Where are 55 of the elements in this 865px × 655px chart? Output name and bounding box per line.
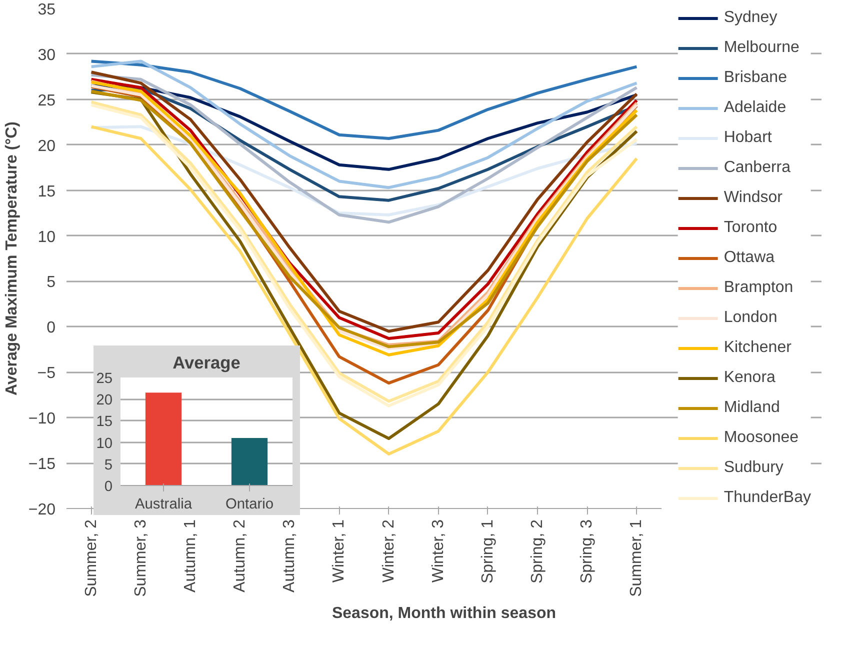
y-tick-label: 15: [96, 414, 113, 430]
legend-label: Midland: [724, 399, 780, 417]
x-tick-label: Spring, 3: [578, 519, 596, 584]
x-axis-title: Season, Month within season: [332, 604, 556, 622]
legend-label: London: [724, 309, 778, 327]
x-tick-label: Australia: [134, 496, 193, 512]
legend-label: Kitchener: [724, 339, 792, 357]
y-tick-label: 0: [104, 479, 113, 495]
y-tick-label: 5: [104, 457, 113, 474]
y-tick-label: 0: [46, 320, 56, 337]
y-tick-label: 10: [96, 436, 113, 452]
y-tick-label: 30: [38, 46, 56, 64]
x-tick-label: Autumn, 3: [281, 519, 298, 592]
legend-label: Kenora: [724, 369, 776, 387]
y-tick-label: 10: [38, 228, 56, 246]
legend-label: Sydney: [724, 9, 778, 27]
y-tick-label: 5: [46, 274, 56, 292]
legend-label: Melbourne: [724, 39, 800, 57]
chart-title: Average: [172, 352, 241, 372]
x-tick-label: Summer, 2: [82, 519, 100, 597]
y-tick-label: 15: [38, 183, 56, 200]
y-tick-label: −10: [28, 410, 56, 428]
line-series: [90, 60, 638, 140]
y-tick-label: 35: [38, 2, 56, 18]
x-tick-label: Summer, 3: [132, 519, 150, 597]
y-tick-label: −5: [37, 365, 56, 382]
y-tick-label: 20: [96, 392, 113, 409]
x-tick-label: Spring, 2: [529, 519, 546, 584]
x-tick-label: Winter, 2: [380, 519, 398, 583]
x-tick-label: Spring, 1: [479, 519, 496, 584]
legend-label: Moosonee: [724, 429, 799, 447]
legend-label: ThunderBay: [724, 489, 811, 507]
x-tick-label: Autumn, 2: [232, 519, 249, 592]
legend-label: Hobart: [724, 129, 772, 147]
y-tick-label: 25: [96, 371, 113, 387]
y-tick-label: 25: [38, 92, 56, 110]
x-tick-label: Autumn, 1: [182, 519, 199, 592]
legend-label: Brampton: [724, 279, 794, 297]
x-tick-label: Winter, 1: [330, 519, 348, 583]
legend-label: Sudbury: [724, 459, 784, 477]
legend-label: Adelaide: [724, 99, 786, 117]
legend-label: Brisbane: [724, 69, 787, 87]
legend-label: Windsor: [724, 189, 783, 207]
legend-label: Ottawa: [724, 249, 775, 267]
legend-label: Toronto: [724, 219, 778, 237]
line-series: [90, 73, 638, 224]
x-tick-label: Winter, 3: [430, 519, 447, 583]
y-tick-label: −15: [28, 456, 56, 474]
y-axis-title: Average Maximum Temperature (°C): [3, 121, 20, 396]
x-tick-label: Summer, 1: [628, 519, 646, 597]
x-tick-label: Ontario: [225, 496, 274, 512]
line-series: [90, 60, 638, 190]
y-tick-label: −20: [28, 502, 56, 518]
y-tick-label: 20: [38, 138, 56, 155]
legend-label: Canberra: [724, 159, 791, 177]
